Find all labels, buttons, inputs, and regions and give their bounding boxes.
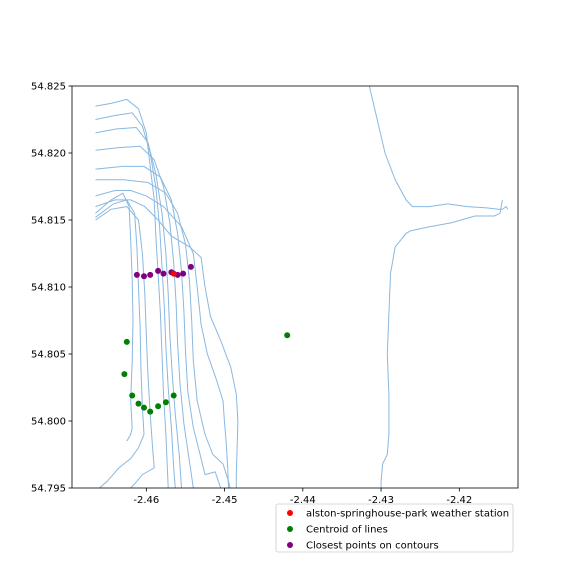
y-tick-label: 54.805 — [31, 350, 66, 361]
y-tick-label: 54.820 — [31, 149, 66, 160]
contour-line-12 — [368, 86, 509, 210]
legend-label-centroid: Centroid of lines — [306, 525, 388, 536]
centroid-point-7 — [147, 408, 154, 415]
centroid-point-4 — [129, 392, 136, 399]
centroid-point-8 — [155, 403, 162, 410]
centroid-point-6 — [141, 404, 147, 411]
legend-label-closest: Closest points on contours — [306, 541, 439, 552]
legend-label-weather-station: alston-springhouse-park weather station — [306, 509, 509, 520]
contour-lines — [95, 86, 509, 488]
plot-area — [71, 85, 519, 489]
legend-marker-closest — [287, 542, 293, 548]
centroid-point-5 — [135, 400, 142, 407]
y-axis: 54.795 54.800 54.805 54.810 54.815 54.820 54.8… — [31, 82, 72, 495]
legend-box — [275, 503, 514, 553]
closest-contour-point-3 — [147, 271, 154, 278]
closest-contour-point-1 — [133, 271, 140, 278]
contour-line-2 — [95, 112, 176, 488]
closest-contour-point-2 — [141, 273, 147, 280]
y-tick-label: 54.810 — [31, 283, 66, 294]
centroid-point-3 — [121, 371, 128, 378]
x-axis: -2.46 -2.45 -2.44 -2.43 -2.42 — [133, 488, 472, 506]
weather-station-point-1 — [170, 270, 177, 277]
centroid-point-2 — [123, 338, 130, 345]
y-tick-label: 54.825 — [31, 82, 66, 93]
contour-line-10 — [95, 199, 145, 488]
legend-marker-weather-station — [287, 510, 293, 516]
x-tick-label: -2.46 — [133, 495, 159, 506]
closest-contour-point-5 — [160, 270, 167, 277]
x-tick-label: -2.45 — [212, 495, 238, 506]
y-tick-label: 54.800 — [31, 417, 66, 428]
legend: alston-springhouse-park weather station … — [275, 503, 514, 553]
closest-contour-point-8 — [180, 270, 187, 277]
closest-contour-point-9 — [187, 263, 194, 270]
centroid-point-1 — [284, 332, 291, 339]
legend-marker-centroid — [287, 526, 293, 532]
y-tick-label: 54.815 — [31, 216, 66, 227]
contour-line-13 — [380, 199, 503, 488]
y-tick-label: 54.795 — [31, 484, 66, 495]
x-tick-label: -2.42 — [446, 495, 472, 506]
contour-line-5 — [95, 165, 222, 488]
contour-line-7 — [95, 190, 229, 488]
scatter-markers — [121, 263, 291, 415]
contour-line-11 — [95, 192, 134, 442]
closest-contour-point-4 — [155, 267, 162, 274]
x-tick-label: -2.44 — [290, 495, 316, 506]
contour-line-8 — [95, 199, 239, 488]
centroid-point-10 — [170, 392, 177, 399]
contour-line-6 — [95, 179, 231, 488]
centroid-point-9 — [162, 399, 169, 406]
contour-line-4 — [95, 145, 194, 488]
x-tick-label: -2.43 — [368, 495, 394, 506]
contour-line-3 — [95, 126, 182, 488]
